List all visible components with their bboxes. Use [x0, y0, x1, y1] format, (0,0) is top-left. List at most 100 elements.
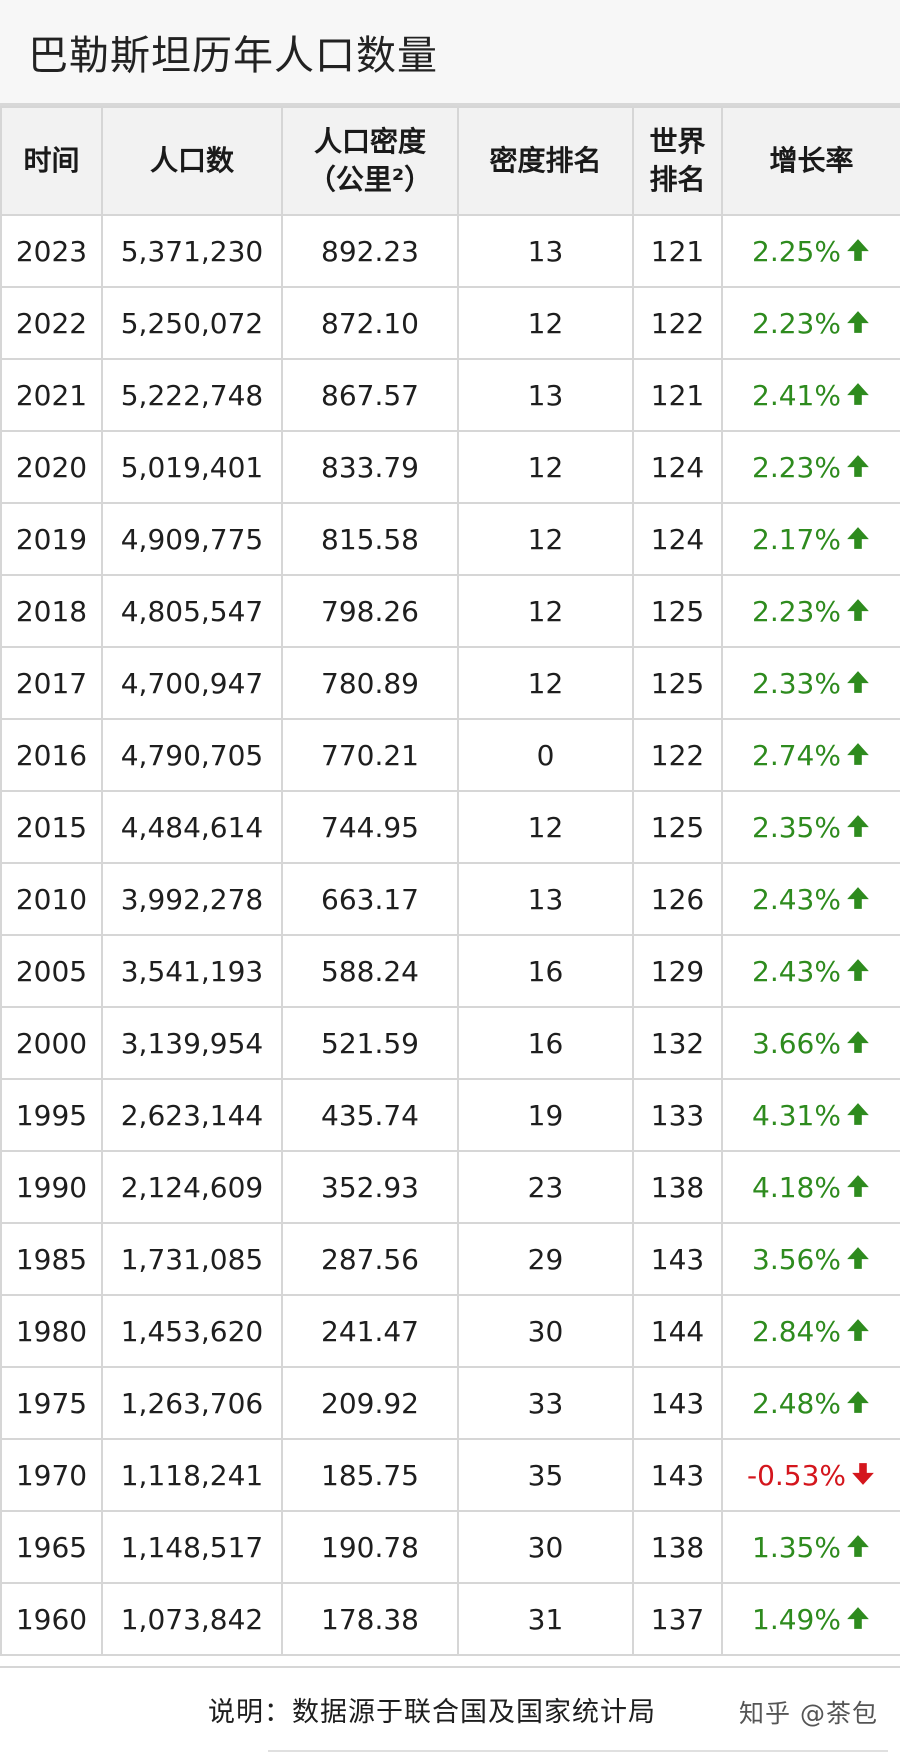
- cell-density-rank: 16: [457, 1006, 634, 1080]
- arrow-up-icon: [847, 1246, 869, 1269]
- cell-density-rank: 13: [457, 214, 634, 288]
- header-world-rank-line1: 世界: [649, 125, 706, 158]
- cell-density-rank: 0: [457, 718, 634, 792]
- cell-density-rank: 12: [457, 430, 634, 504]
- cell-density: 780.89: [281, 646, 459, 720]
- cell-growth: 2.25%: [721, 214, 900, 288]
- title-bar: 巴勒斯坦历年人口数量: [0, 0, 900, 106]
- header-density-line2: （公里²）: [307, 163, 433, 196]
- header-density: 人口密度 （公里²）: [281, 106, 459, 216]
- growth-value: 2.23%: [752, 306, 841, 340]
- cell-density-rank: 12: [457, 502, 634, 576]
- cell-density-rank: 13: [457, 862, 634, 936]
- table-row: 2021 5,222,748 867.57 13 121 2.41%: [0, 358, 900, 432]
- cell-density: 744.95: [281, 790, 459, 864]
- cell-population: 4,909,775: [101, 502, 283, 576]
- cell-world-rank: 132: [632, 1006, 723, 1080]
- cell-growth: 2.23%: [721, 574, 900, 648]
- cell-density-rank: 12: [457, 574, 634, 648]
- cell-population: 4,805,547: [101, 574, 283, 648]
- cell-density-rank: 19: [457, 1078, 634, 1152]
- arrow-up-icon: [847, 886, 869, 909]
- arrow-up-icon: [847, 1390, 869, 1413]
- cell-density: 287.56: [281, 1222, 459, 1296]
- cell-year: 2005: [0, 934, 103, 1008]
- arrow-up-icon: [847, 1318, 869, 1341]
- growth-value: 2.43%: [752, 882, 841, 916]
- cell-population: 5,250,072: [101, 286, 283, 360]
- cell-population: 5,371,230: [101, 214, 283, 288]
- cell-density: 209.92: [281, 1366, 459, 1440]
- cell-growth: 2.48%: [721, 1366, 900, 1440]
- cell-world-rank: 121: [632, 358, 723, 432]
- cell-year: 2023: [0, 214, 103, 288]
- cell-year: 2000: [0, 1006, 103, 1080]
- cell-population: 2,124,609: [101, 1150, 283, 1224]
- cell-world-rank: 125: [632, 790, 723, 864]
- table-row: 2022 5,250,072 872.10 12 122 2.23%: [0, 286, 900, 360]
- cell-growth: 2.84%: [721, 1294, 900, 1368]
- cell-growth: 3.56%: [721, 1222, 900, 1296]
- cell-world-rank: 124: [632, 502, 723, 576]
- footer: 说明：数据源于联合国及国家统计局 知乎 @茶包: [0, 1666, 900, 1754]
- growth-value: 1.49%: [752, 1602, 841, 1636]
- table-row: 1990 2,124,609 352.93 23 138 4.18%: [0, 1150, 900, 1224]
- cell-growth: 1.49%: [721, 1582, 900, 1656]
- cell-growth: 2.17%: [721, 502, 900, 576]
- cell-world-rank: 143: [632, 1438, 723, 1512]
- growth-value: 2.74%: [752, 738, 841, 772]
- cell-density: 892.23: [281, 214, 459, 288]
- cell-year: 2016: [0, 718, 103, 792]
- cell-density-rank: 13: [457, 358, 634, 432]
- arrow-up-icon: [847, 1534, 869, 1557]
- table-row: 1965 1,148,517 190.78 30 138 1.35%: [0, 1510, 900, 1584]
- header-density-line1: 人口密度: [313, 125, 426, 158]
- header-growth: 增长率: [721, 106, 900, 216]
- header-density-rank: 密度排名: [457, 106, 634, 216]
- growth-value: -0.53%: [746, 1458, 847, 1492]
- growth-value: 2.23%: [752, 450, 841, 484]
- growth-value: 4.31%: [752, 1098, 841, 1132]
- cell-year: 1995: [0, 1078, 103, 1152]
- cell-world-rank: 121: [632, 214, 723, 288]
- cell-year: 1975: [0, 1366, 103, 1440]
- cell-population: 2,623,144: [101, 1078, 283, 1152]
- table-row: 1985 1,731,085 287.56 29 143 3.56%: [0, 1222, 900, 1296]
- growth-value: 2.33%: [752, 666, 841, 700]
- cell-world-rank: 126: [632, 862, 723, 936]
- cell-density: 663.17: [281, 862, 459, 936]
- cell-year: 2010: [0, 862, 103, 936]
- growth-value: 2.84%: [752, 1314, 841, 1348]
- cell-year: 1990: [0, 1150, 103, 1224]
- table-row: 1995 2,623,144 435.74 19 133 4.31%: [0, 1078, 900, 1152]
- cell-population: 3,992,278: [101, 862, 283, 936]
- cell-year: 2022: [0, 286, 103, 360]
- cell-year: 2015: [0, 790, 103, 864]
- cell-year: 1985: [0, 1222, 103, 1296]
- cell-density: 770.21: [281, 718, 459, 792]
- table-row: 1960 1,073,842 178.38 31 137 1.49%: [0, 1582, 900, 1656]
- cell-population: 4,790,705: [101, 718, 283, 792]
- cell-population: 3,541,193: [101, 934, 283, 1008]
- cell-growth: 3.66%: [721, 1006, 900, 1080]
- cell-world-rank: 122: [632, 718, 723, 792]
- arrow-up-icon: [847, 454, 869, 477]
- table-row: 2023 5,371,230 892.23 13 121 2.25%: [0, 214, 900, 288]
- cell-world-rank: 143: [632, 1366, 723, 1440]
- cell-population: 1,118,241: [101, 1438, 283, 1512]
- cell-density: 190.78: [281, 1510, 459, 1584]
- cell-year: 2018: [0, 574, 103, 648]
- cell-population: 1,453,620: [101, 1294, 283, 1368]
- cell-growth: 2.74%: [721, 718, 900, 792]
- cell-population: 3,139,954: [101, 1006, 283, 1080]
- cell-population: 4,700,947: [101, 646, 283, 720]
- cell-year: 2017: [0, 646, 103, 720]
- growth-value: 3.56%: [752, 1242, 841, 1276]
- cell-world-rank: 129: [632, 934, 723, 1008]
- table-header-row: 时间 人口数 人口密度 （公里²） 密度排名 世界 排名 增长率: [0, 106, 900, 216]
- cell-growth: 1.35%: [721, 1510, 900, 1584]
- cell-world-rank: 138: [632, 1150, 723, 1224]
- cell-density: 241.47: [281, 1294, 459, 1368]
- cell-density: 435.74: [281, 1078, 459, 1152]
- growth-value: 2.41%: [752, 378, 841, 412]
